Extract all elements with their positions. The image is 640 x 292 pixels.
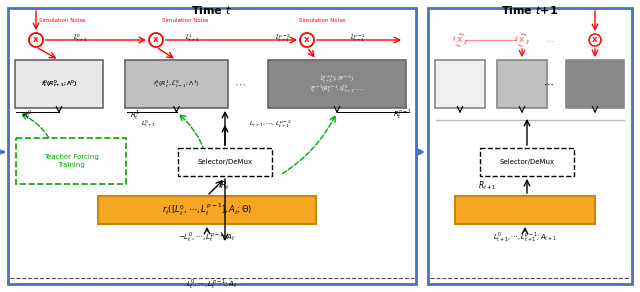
- Text: $\hat{L}_{t+1}^{p-1}$: $\hat{L}_{t+1}^{p-1}$: [350, 32, 366, 44]
- Text: Teacher Forcing
Training: Teacher Forcing Training: [44, 154, 99, 168]
- Text: $-L_t^0,\cdots,L_t^{p-1};A_t$: $-L_t^0,\cdots,L_t^{p-1};A_t$: [179, 231, 236, 245]
- Text: Selector/DeMux: Selector/DeMux: [499, 159, 555, 165]
- Text: Simulation Noise: Simulation Noise: [162, 18, 208, 22]
- Text: $f_t^0(R_{t+1}^0;\Lambda^0)$: $f_t^0(R_{t+1}^0;\Lambda^0)$: [40, 79, 77, 89]
- Text: X: X: [304, 37, 310, 43]
- Text: $r_t([L_t^0,\cdots,L_t^{p-1}],A_t;\Theta)$: $r_t([L_t^0,\cdots,L_t^{p-1}],A_t;\Theta…: [162, 202, 252, 218]
- Text: $f_t^0(R_{t+1}^0;\Lambda^0)$: $f_t^0(R_{t+1}^0;\Lambda^0)$: [40, 79, 77, 89]
- Text: X: X: [519, 37, 525, 43]
- Text: $R_t^0$: $R_t^0$: [22, 108, 32, 122]
- Text: $R_t^1$: $R_t^1$: [130, 108, 140, 122]
- FancyBboxPatch shape: [428, 8, 632, 284]
- Text: $\hat{L}_{t+1}^{p-2}$: $\hat{L}_{t+1}^{p-2}$: [275, 32, 291, 44]
- FancyBboxPatch shape: [566, 60, 624, 108]
- Text: Simulation Noise: Simulation Noise: [299, 18, 345, 22]
- Text: X: X: [154, 37, 159, 43]
- Text: Simulation Noise: Simulation Noise: [39, 18, 85, 22]
- FancyBboxPatch shape: [268, 60, 406, 108]
- Text: Time $t$: Time $t$: [191, 4, 232, 16]
- FancyBboxPatch shape: [497, 60, 547, 108]
- FancyBboxPatch shape: [98, 196, 316, 224]
- Text: $L_{t+1},\cdots,L_{t+1}^{p-2}$: $L_{t+1},\cdots,L_{t+1}^{p-2}$: [249, 118, 291, 130]
- FancyBboxPatch shape: [15, 60, 103, 108]
- Text: $R_t$: $R_t$: [220, 180, 230, 192]
- Text: Time $t$+1: Time $t$+1: [502, 4, 559, 16]
- Text: $\hat{L}_{t+1}^{p-1});\Lambda^{p-1})$: $\hat{L}_{t+1}^{p-1});\Lambda^{p-1})$: [320, 73, 354, 85]
- Text: X: X: [33, 37, 38, 43]
- Text: X: X: [592, 37, 598, 43]
- FancyBboxPatch shape: [435, 60, 485, 108]
- Text: $\cdots$: $\cdots$: [543, 79, 554, 89]
- Text: $\cdots$: $\cdots$: [234, 79, 246, 89]
- Text: $f_t^{p-1}(R_t^{p-1},(\hat{L}_{t+1}^0,\ldots,$: $f_t^{p-1}(R_t^{p-1},(\hat{L}_{t+1}^0,\l…: [310, 84, 364, 95]
- Text: X: X: [458, 37, 463, 43]
- Text: $\hat{L}_{t+1}^0$: $\hat{L}_{t+1}^0$: [72, 32, 88, 44]
- Text: $R_t^{p-1}$: $R_t^{p-1}$: [393, 108, 412, 122]
- FancyBboxPatch shape: [480, 148, 574, 176]
- FancyBboxPatch shape: [455, 196, 595, 224]
- FancyBboxPatch shape: [178, 148, 272, 176]
- FancyBboxPatch shape: [8, 8, 416, 284]
- Text: $f_t^1(R_t^1,\hat{L}_{t-1}^0;\Lambda^1)$: $f_t^1(R_t^1,\hat{L}_{t-1}^0;\Lambda^1)$: [153, 78, 200, 90]
- Text: $L_t^0,\cdots,L_t^{p-1};A_t$: $L_t^0,\cdots,L_t^{p-1};A_t$: [186, 278, 237, 292]
- FancyBboxPatch shape: [16, 138, 126, 184]
- Text: $\hat{L}_{t+1}^1$: $\hat{L}_{t+1}^1$: [184, 32, 200, 44]
- Text: $L_{t+1}^0,\cdots,L_{t+1}^{p-1};A_{t+1}$: $L_{t+1}^0,\cdots,L_{t+1}^{p-1};A_{t+1}$: [493, 231, 557, 245]
- Text: Selector/DeMux: Selector/DeMux: [197, 159, 253, 165]
- Text: $\cdots$: $\cdots$: [545, 36, 555, 44]
- FancyBboxPatch shape: [125, 60, 228, 108]
- Text: $R_{t+1}$: $R_{t+1}$: [478, 180, 497, 192]
- Text: $L_{t+1}^0$: $L_{t+1}^0$: [141, 119, 156, 129]
